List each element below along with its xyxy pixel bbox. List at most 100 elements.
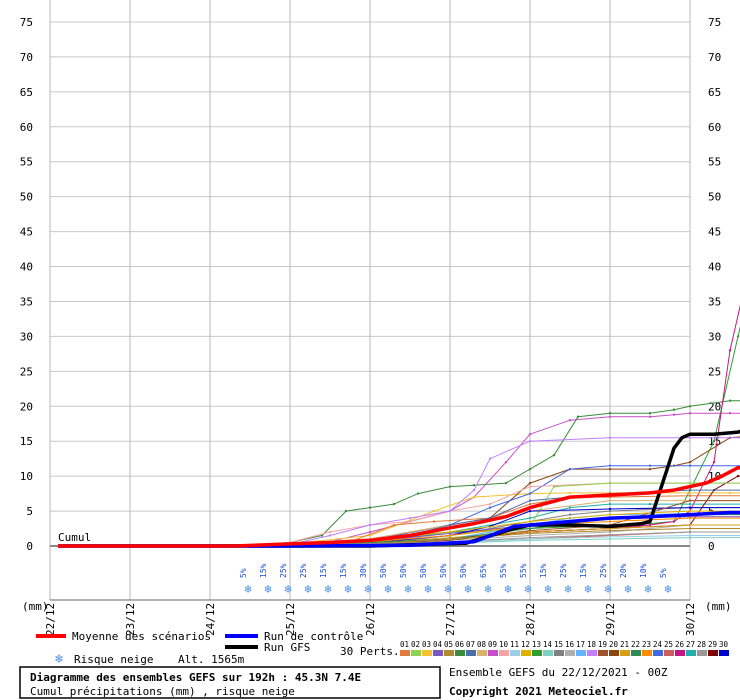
pert-number: 18 (587, 640, 597, 649)
pert-color-swatch (587, 650, 597, 656)
pert-color-swatch (719, 650, 729, 656)
series-point (608, 537, 612, 541)
series-point (528, 492, 532, 495)
snow-risk-value: 15% (339, 563, 348, 578)
series-point (448, 530, 452, 534)
pert-color-swatch (697, 650, 707, 656)
series-point (528, 433, 532, 436)
x-tick-label: 28/12 (524, 603, 537, 636)
pert-number: 27 (686, 640, 695, 649)
series-point (448, 534, 452, 537)
snow-risk-value: 50% (439, 563, 448, 578)
chart-title: Diagramme des ensembles GEFS sur 192h : … (30, 671, 361, 684)
series-point (728, 349, 732, 352)
ensemble-info: Ensemble GEFS du 22/12/2021 - 00Z (449, 666, 668, 679)
series-moyenne-des-sc-narios (58, 465, 740, 548)
series-point (528, 440, 532, 443)
series-point (688, 494, 692, 497)
snow-icon: ❄ (624, 582, 631, 596)
series-point (344, 509, 348, 513)
pert-color-swatch (664, 650, 674, 656)
series-point (728, 399, 732, 402)
pert-color-swatch (521, 650, 531, 656)
snow-icon: ❄ (324, 582, 331, 596)
pert-color-swatch (609, 650, 619, 656)
snow-risk-value: 50% (379, 563, 388, 578)
series-point (608, 467, 612, 471)
series-point (688, 499, 692, 502)
pert-color-swatch (488, 650, 498, 656)
series-point (688, 534, 692, 537)
y-tick-right: 60 (708, 121, 721, 134)
pert-number: 29 (708, 640, 717, 649)
y-tick-right: 45 (708, 226, 721, 239)
series-point (528, 485, 532, 488)
series-point (576, 415, 580, 418)
series-point (608, 513, 612, 516)
pert-color-swatch (543, 650, 553, 656)
pert-number: 21 (620, 640, 629, 649)
pert-color-swatch (675, 650, 685, 656)
snow-icon: ❄ (484, 582, 491, 596)
snow-risk-value: 30% (359, 563, 368, 578)
x-tick-label: 25/12 (284, 603, 297, 636)
series-point (608, 412, 612, 415)
pert-number: 24 (653, 640, 663, 649)
series-point (688, 460, 692, 464)
series-point (552, 485, 556, 488)
x-tick-label: 29/12 (604, 603, 617, 636)
series-point (736, 474, 740, 478)
snow-icon: ❄ (604, 582, 611, 596)
series-point (672, 408, 676, 411)
snow-icon: ❄ (344, 582, 351, 596)
snow-risk-value: 50% (459, 563, 468, 578)
pert-color-swatch (411, 650, 421, 656)
pert-number: 12 (521, 640, 530, 649)
pert-number: 14 (543, 640, 553, 649)
y-tick-left: 65 (20, 86, 33, 99)
series-point (528, 516, 532, 520)
snow-icon: ❄ (524, 582, 531, 596)
pert-number: 28 (697, 640, 707, 649)
series-point (688, 491, 692, 495)
y-tick-left: 35 (20, 295, 33, 308)
pert-color-swatch (554, 650, 564, 656)
series-point (608, 533, 612, 537)
snow-icon: ❄ (384, 582, 391, 596)
pert-number: 04 (433, 640, 443, 649)
pert-color-swatch (499, 650, 509, 656)
series-point (472, 484, 476, 487)
legend-altitude: Alt. 1565m (178, 653, 245, 666)
y-tick-left: 20 (20, 400, 33, 413)
chart-subtitle: Cumul précipitations (mm) , risque neige (30, 685, 295, 698)
snow-risk-value: 65% (479, 563, 488, 578)
y-tick-right: 40 (708, 261, 721, 274)
series-point (528, 532, 532, 535)
y-tick-left: 10 (20, 470, 33, 483)
series-point (608, 509, 612, 513)
series-point (408, 530, 412, 534)
series-point (368, 523, 372, 527)
y-tick-left: 15 (20, 435, 33, 448)
series-point (688, 464, 692, 467)
series-point (672, 520, 676, 523)
series-point (568, 491, 572, 495)
pert-color-swatch (510, 650, 520, 656)
y-tick-left: 30 (20, 330, 33, 343)
snow-risk-value: 15% (259, 563, 268, 578)
series-point (688, 516, 692, 520)
snow-risk-value: 5% (659, 568, 668, 578)
series-point (648, 502, 652, 506)
x-tick-label: 22/12 (44, 603, 57, 636)
series-point (608, 436, 612, 439)
series-point (504, 460, 508, 464)
series-point (472, 488, 476, 492)
y-tick-left: 25 (20, 365, 33, 378)
series-point (320, 534, 324, 537)
series-point (688, 502, 692, 506)
series-point (528, 534, 532, 537)
y-tick-right: 70 (708, 51, 721, 64)
series-point (528, 467, 532, 471)
snow-risk-value: 50% (419, 563, 428, 578)
